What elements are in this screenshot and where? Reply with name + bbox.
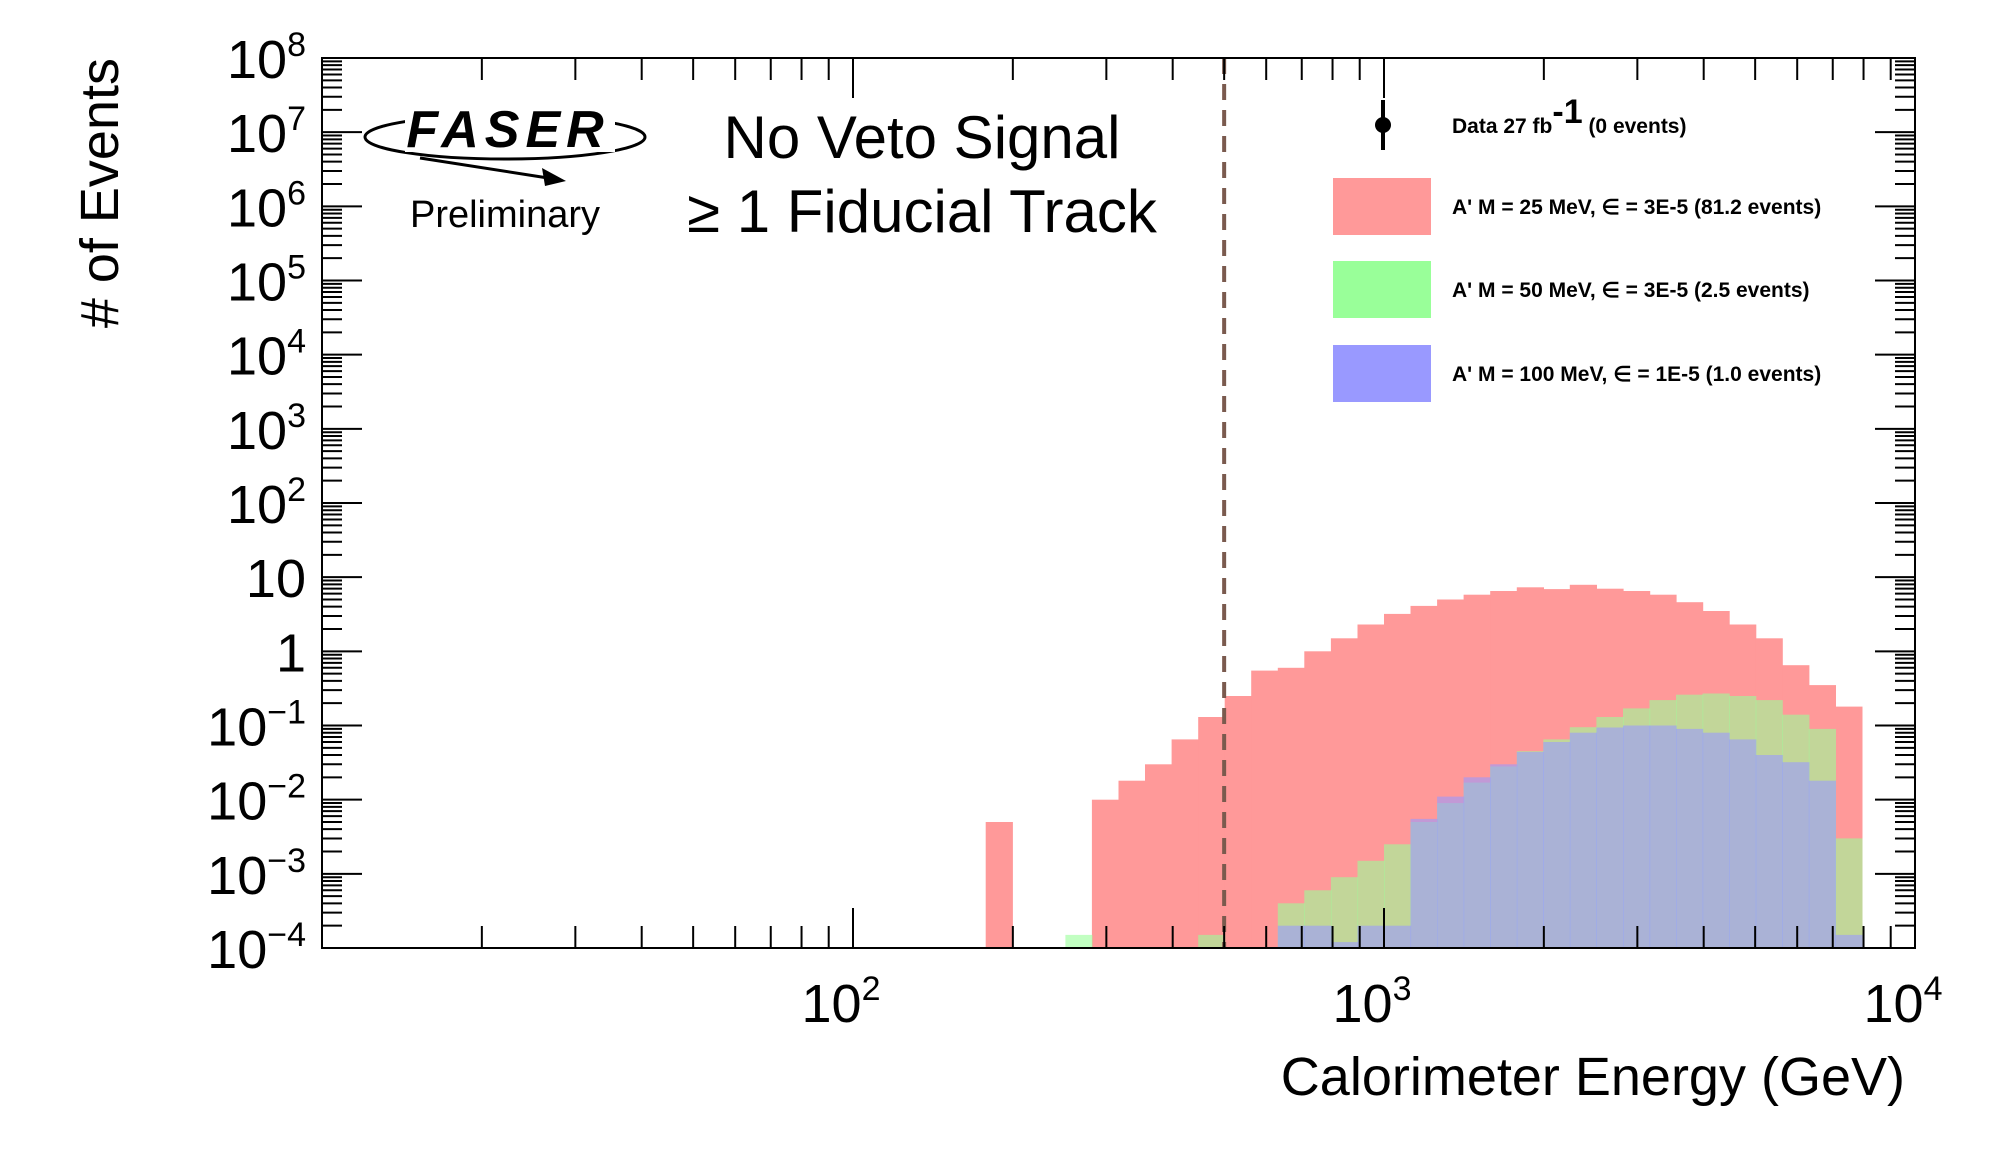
bar-s2-b32 xyxy=(1835,934,1863,948)
bar-s0-b9 xyxy=(1224,696,1252,948)
bar-s2-b15 xyxy=(1384,925,1412,948)
y-tick-label-11: 10−3 xyxy=(207,842,306,906)
bar-s2-b30 xyxy=(1782,762,1810,948)
bar-s2-b27 xyxy=(1702,732,1730,948)
y-tick-label-1: 107 xyxy=(227,100,306,164)
bar-s2-b29 xyxy=(1755,755,1783,948)
y-tick-label-5: 103 xyxy=(227,397,306,461)
bar-s2-b14 xyxy=(1357,925,1385,948)
bar-s0-b0 xyxy=(985,822,1013,948)
faser-logo: FASER Preliminary xyxy=(363,101,647,236)
bar-s2-b31 xyxy=(1808,780,1836,948)
legend-label-50mev: A' M = 50 MeV, ∈ = 3E-5 (2.5 events) xyxy=(1452,279,1810,302)
legend-data-label: Data 27 fb-1 (0 events) xyxy=(1452,93,1686,138)
bar-s0-b5 xyxy=(1118,780,1146,948)
bar-s1-b13 xyxy=(1330,877,1359,948)
y-tick-label-10: 10−2 xyxy=(207,768,306,832)
logo-arrow-line xyxy=(419,156,549,180)
bar-s2-b22 xyxy=(1569,732,1597,948)
x-tick-labels: 102 103 104 xyxy=(802,970,1943,1034)
y-tick-label-7: 10 xyxy=(246,549,306,609)
y-tick-label-12: 10−4 xyxy=(207,916,306,980)
y-tick-label-6: 102 xyxy=(227,471,306,535)
legend-label-100mev: A' M = 100 MeV, ∈ = 1E-5 (1.0 events) xyxy=(1452,363,1821,386)
bar-s2-b17 xyxy=(1437,796,1465,948)
legend-label-25mev: A' M = 25 MeV, ∈ = 3E-5 (81.2 events) xyxy=(1452,196,1821,219)
y-tick-label-0: 108 xyxy=(227,26,306,90)
legend-swatch-50mev xyxy=(1333,261,1431,318)
bar-s0-b4 xyxy=(1091,799,1120,948)
legend: Data 27 fb-1 (0 events) A' M = 25 MeV, ∈… xyxy=(1333,93,1821,402)
y-tick-label-9: 10−1 xyxy=(207,694,306,758)
bar-s0-b11 xyxy=(1277,667,1305,948)
logo-arrow-head xyxy=(542,168,566,186)
bar-s0-b8 xyxy=(1198,717,1226,948)
x-tick-label-0: 102 xyxy=(802,970,881,1034)
y-tick-label-8: 1 xyxy=(276,623,306,683)
y-tick-label-3: 105 xyxy=(227,249,306,313)
logo-subtitle: Preliminary xyxy=(410,194,600,236)
bar-s0-b6 xyxy=(1145,764,1173,948)
bar-s2-b26 xyxy=(1676,728,1704,948)
y-axis-title: # of Events xyxy=(70,58,130,328)
legend-entry-100mev: A' M = 100 MeV, ∈ = 1E-5 (1.0 events) xyxy=(1333,345,1821,402)
axis-ticks xyxy=(321,57,1916,949)
legend-entry-50mev: A' M = 50 MeV, ∈ = 3E-5 (2.5 events) xyxy=(1333,261,1810,318)
title-line-2: ≥ 1 Fiducial Track xyxy=(687,178,1158,245)
bar-s2-b13 xyxy=(1330,942,1359,948)
histogram-bars xyxy=(985,584,1863,948)
x-axis-title: Calorimeter Energy (GeV) xyxy=(1281,1047,1905,1107)
bar-s2-b20 xyxy=(1516,751,1544,948)
bar-s2-b28 xyxy=(1729,739,1757,948)
bar-s2-b23 xyxy=(1596,727,1624,948)
bar-s0-b7 xyxy=(1171,739,1199,948)
bar-s2-b25 xyxy=(1649,725,1677,948)
bar-s1-b8 xyxy=(1198,934,1226,948)
title-line-1: No Veto Signal xyxy=(724,104,1121,171)
x-tick-label-1: 103 xyxy=(1333,970,1412,1034)
legend-swatch-25mev xyxy=(1333,178,1431,235)
bar-s2-b24 xyxy=(1623,725,1651,948)
bar-s2-b21 xyxy=(1543,742,1571,948)
bar-s1-b32 xyxy=(1835,838,1863,948)
logo-text: FASER xyxy=(406,101,609,159)
x-tick-label-2: 104 xyxy=(1864,970,1943,1034)
legend-data-marker xyxy=(1375,117,1391,133)
bar-s2-b19 xyxy=(1490,764,1518,948)
legend-entry-data: Data 27 fb-1 (0 events) xyxy=(1375,93,1686,150)
y-tick-label-2: 106 xyxy=(227,174,306,238)
bar-s1-b3 xyxy=(1065,934,1093,948)
bar-s2-b12 xyxy=(1304,925,1332,948)
bar-s2-b11 xyxy=(1277,925,1305,948)
legend-entry-25mev: A' M = 25 MeV, ∈ = 3E-5 (81.2 events) xyxy=(1333,178,1821,235)
bar-s2-b16 xyxy=(1410,818,1438,948)
y-tick-label-4: 104 xyxy=(227,323,306,387)
bar-s0-b10 xyxy=(1251,670,1279,948)
series-2 xyxy=(1277,725,1863,948)
bar-s2-b18 xyxy=(1463,777,1491,948)
legend-swatch-100mev xyxy=(1333,345,1431,402)
